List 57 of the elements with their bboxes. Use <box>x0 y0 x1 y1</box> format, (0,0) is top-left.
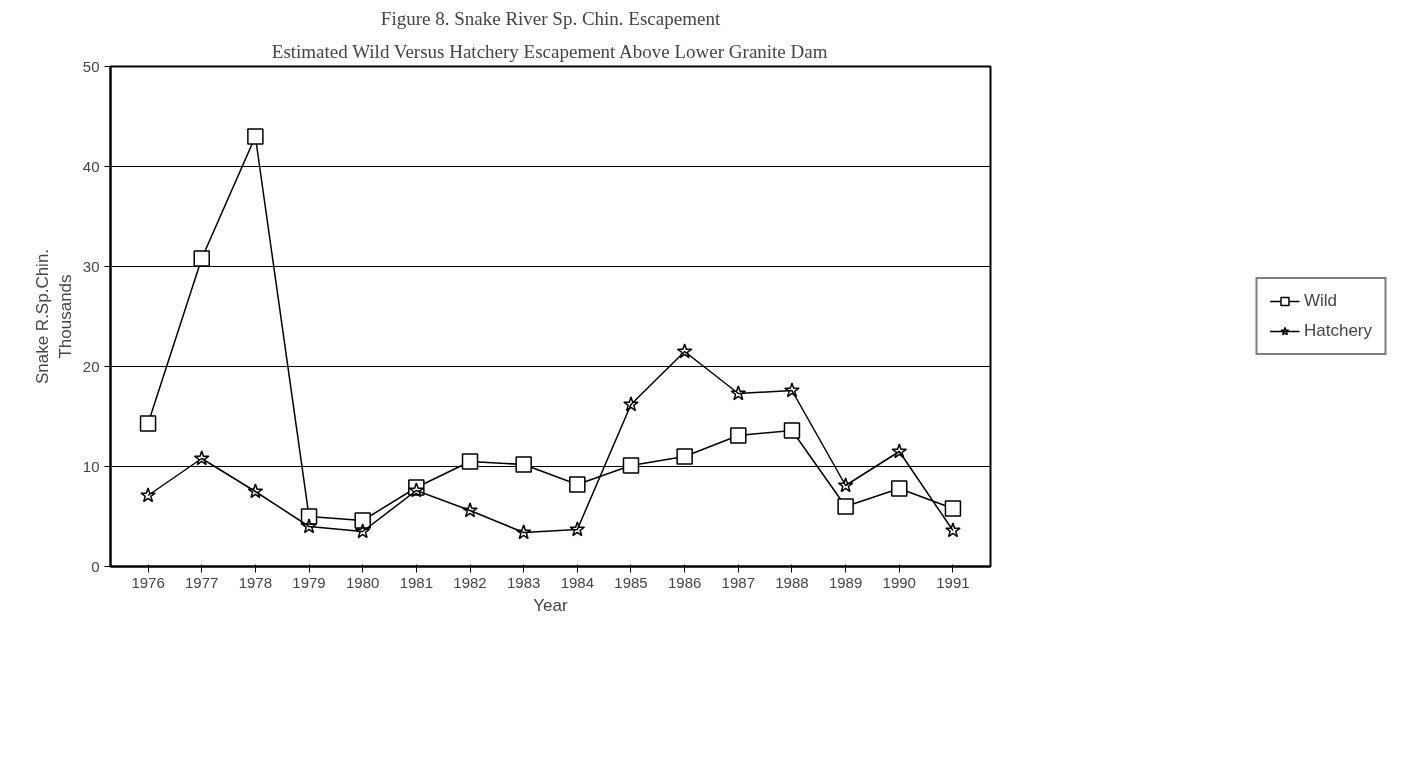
point <box>730 385 747 401</box>
y-tick-label: 0 <box>91 557 100 575</box>
x-tick-label: 1981 <box>399 573 434 591</box>
y-axis-title: Snake R.Sp.Chin. Thousands <box>33 248 75 385</box>
x-tick-label: 1976 <box>131 573 165 591</box>
point <box>945 522 961 538</box>
x-tick-label: 1986 <box>667 573 702 591</box>
point <box>140 487 156 503</box>
point <box>569 521 586 537</box>
point <box>837 477 854 493</box>
point <box>676 448 693 465</box>
x-tick-label: 1990 <box>882 573 916 591</box>
point <box>301 518 317 534</box>
point <box>569 476 586 493</box>
point <box>944 500 962 517</box>
x-tick-label: 1989 <box>828 573 863 591</box>
point <box>891 443 908 459</box>
point <box>515 456 532 473</box>
x-tick-label: 1977 <box>185 573 219 591</box>
x-tick-label: 1982 <box>453 573 487 591</box>
point <box>461 453 479 470</box>
x-tick-label: 1985 <box>614 573 648 591</box>
legend-label: Wild <box>1303 291 1338 311</box>
point <box>515 524 532 540</box>
x-tick-label: 1991 <box>936 573 970 591</box>
x-tick-label: 1987 <box>721 573 755 591</box>
x-tick-label: 1983 <box>506 573 541 591</box>
point <box>783 422 801 439</box>
x-tick-label: 1988 <box>775 573 809 591</box>
point <box>730 427 747 444</box>
y-tick-label: 50 <box>82 57 100 75</box>
point <box>193 450 210 466</box>
point <box>837 498 854 515</box>
y-tick-label: 40 <box>82 157 100 175</box>
point <box>247 128 264 145</box>
x-tick-label: 1980 <box>346 573 380 591</box>
point <box>784 382 800 398</box>
x-tick-label: 1978 <box>238 573 273 591</box>
chart-subtitle: Estimated Wild Versus Hatchery Escapement Above Lower Granite Dam <box>271 40 828 62</box>
point <box>622 457 640 474</box>
y-tick-label: 30 <box>82 257 100 275</box>
point <box>354 512 371 529</box>
x-tick-label: 1984 <box>560 573 595 591</box>
chart-title: Figure 8. Snake River Sp. Chin. Escapement <box>380 7 721 29</box>
x-tick-label: 1979 <box>292 573 326 591</box>
y-tick-label: 10 <box>82 457 100 475</box>
point <box>247 483 264 499</box>
point <box>139 415 157 432</box>
point <box>623 396 639 412</box>
point <box>676 343 693 359</box>
x-axis-title: Year <box>533 595 569 615</box>
point <box>354 523 371 539</box>
point <box>462 502 478 518</box>
y-tick-label: 20 <box>82 357 100 375</box>
point <box>891 480 908 497</box>
legend-label: Hatchery <box>1303 321 1373 341</box>
point <box>193 250 210 267</box>
